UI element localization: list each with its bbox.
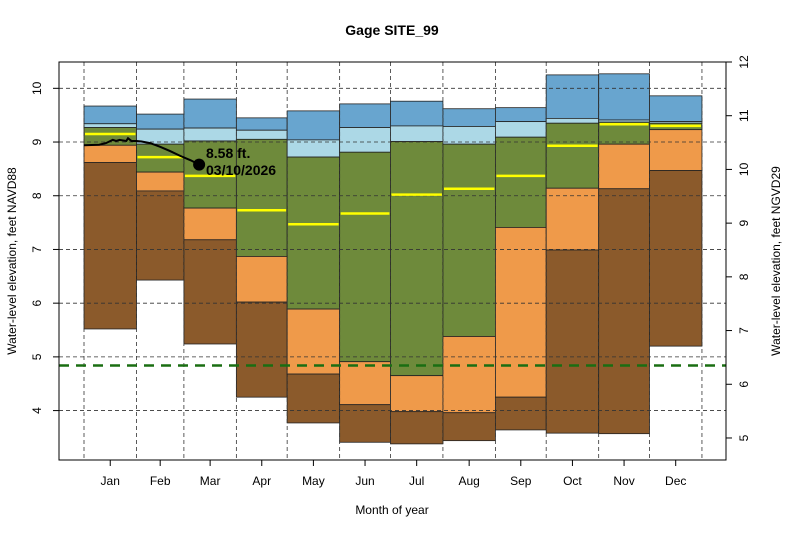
- band-max-mar: [183, 98, 237, 129]
- x-tick-label-mar: Mar: [200, 474, 221, 488]
- band-max-jun: [339, 103, 391, 128]
- band-p75-may: [286, 156, 341, 310]
- band-p25-oct: [545, 187, 600, 251]
- band-p75-oct: [545, 122, 600, 189]
- x-tick-label-jan: Jan: [101, 474, 120, 488]
- x-tick-label-jul: Jul: [409, 474, 424, 488]
- y-tick-label: 6: [30, 300, 44, 307]
- x-tick-label-oct: Oct: [563, 474, 582, 488]
- band-max-jan: [83, 105, 137, 125]
- y-right-tick-label: 12: [737, 55, 751, 69]
- band-p90-jan: [83, 123, 137, 128]
- band-p25-jun: [339, 361, 391, 406]
- x-tick-label-aug: Aug: [458, 474, 479, 488]
- band-p10-apr: [235, 301, 288, 398]
- band-p25-feb: [136, 171, 185, 192]
- x-tick-label-dec: Dec: [665, 474, 686, 488]
- band-max-oct: [545, 74, 600, 119]
- band-p10-feb: [136, 190, 185, 281]
- band-p25-mar: [183, 207, 237, 241]
- plot-frame: [58, 61, 727, 461]
- annotation-value: 8.58 ft.: [206, 145, 250, 161]
- y-tick-label: 8: [30, 192, 44, 199]
- band-p90-oct: [545, 117, 600, 124]
- axes: 4 5 6 7 8 9 10 5 6 7 8 9 10 11 12 Jan Feb Mar Apr May Jun Jul…: [30, 55, 751, 488]
- band-p75-jun: [339, 151, 391, 363]
- band-p25-dec: [649, 129, 703, 171]
- y-right-tick-label: 7: [737, 327, 751, 334]
- x-tick-label-jun: Jun: [355, 474, 374, 488]
- y-right-tick-label: 9: [737, 219, 751, 226]
- x-tick-label-apr: Apr: [252, 474, 271, 488]
- band-p25-jul: [390, 375, 444, 413]
- band-max-jul: [390, 100, 444, 127]
- band-p25-nov: [598, 143, 650, 190]
- x-tick-label-may: May: [302, 474, 325, 488]
- y-right-tick-label: 10: [737, 162, 751, 176]
- y-tick-label: 10: [30, 81, 44, 95]
- y-tick-label: 4: [30, 407, 44, 414]
- band-p25-sep: [494, 227, 547, 398]
- band-p75-sep: [494, 136, 547, 228]
- current-series: [83, 136, 206, 171]
- percentile-bands: [83, 73, 703, 445]
- y-right-tick-label: 5: [737, 434, 751, 441]
- band-p10-jan: [83, 162, 137, 330]
- current-level-line: [83, 136, 200, 166]
- band-max-apr: [235, 117, 288, 131]
- current-level-point: [193, 158, 206, 171]
- band-max-sep: [494, 107, 547, 123]
- band-max-dec: [649, 95, 703, 123]
- y-right-tick-label: 8: [737, 273, 751, 280]
- band-p10-oct: [545, 249, 600, 434]
- band-p10-mar: [183, 239, 237, 345]
- band-p10-nov: [598, 188, 650, 435]
- x-tick-label-feb: Feb: [150, 474, 171, 488]
- band-p10-sep: [494, 396, 547, 431]
- band-max-feb: [136, 113, 185, 130]
- band-p25-apr: [235, 256, 288, 303]
- band-max-aug: [442, 108, 496, 127]
- y-right-tick-label: 11: [737, 109, 751, 122]
- band-p75-jan: [83, 127, 137, 146]
- band-p25-aug: [442, 336, 496, 414]
- band-p90-jun: [339, 127, 391, 153]
- band-p10-may: [286, 373, 341, 424]
- band-p90-aug: [442, 126, 496, 145]
- y-tick-label: 7: [30, 246, 44, 253]
- band-max-nov: [598, 73, 650, 121]
- band-p10-jul: [390, 411, 444, 445]
- band-p90-sep: [494, 121, 547, 138]
- y-tick-label: 9: [30, 138, 44, 145]
- x-tick-label-nov: Nov: [613, 474, 634, 488]
- chart-title: Gage SITE_99: [345, 22, 439, 38]
- annotation-date: 03/10/2026: [206, 162, 276, 178]
- x-axis-label: Month of year: [355, 503, 428, 517]
- x-tick-label-sep: Sep: [510, 474, 532, 488]
- band-p90-may: [286, 139, 341, 158]
- y-axis-label: Water-level elevation, feet NAVD88: [5, 167, 19, 355]
- band-p10-dec: [649, 170, 703, 347]
- band-p10-aug: [442, 412, 496, 442]
- y-axis-label-right: Water-level elevation, feet NGVD29: [769, 166, 783, 356]
- band-p90-jul: [390, 125, 444, 142]
- band-p75-aug: [442, 143, 496, 337]
- band-p75-jul: [390, 141, 444, 377]
- band-p75-mar: [183, 140, 237, 209]
- y-tick-label: 5: [30, 353, 44, 360]
- current-annotation: 8.58 ft. 03/10/2026: [206, 145, 276, 178]
- y-right-tick-label: 6: [737, 381, 751, 388]
- band-p90-mar: [183, 127, 237, 142]
- grid-lines: [59, 62, 726, 460]
- band-p25-jan: [83, 144, 137, 163]
- band-max-may: [286, 110, 341, 141]
- band-p90-apr: [235, 129, 288, 140]
- median-lines: [85, 123, 701, 226]
- band-p75-apr: [235, 138, 288, 257]
